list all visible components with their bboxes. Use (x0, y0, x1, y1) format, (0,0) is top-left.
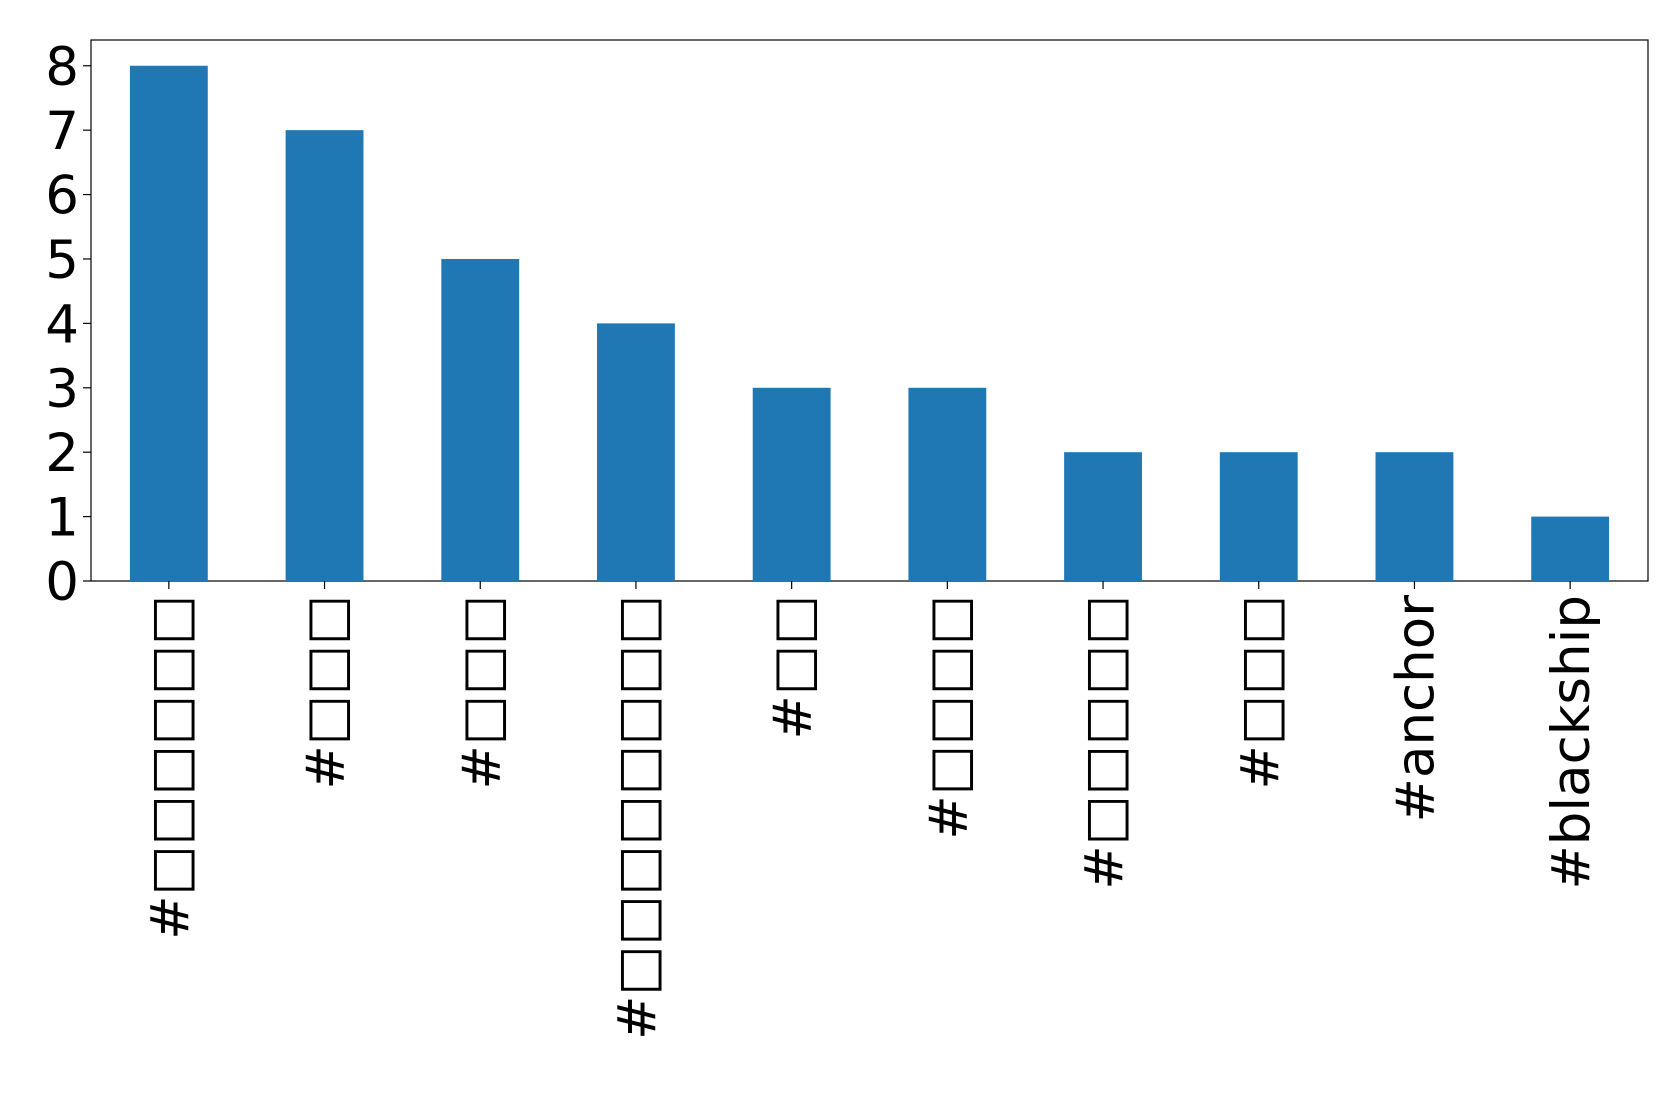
bar (129, 65, 208, 581)
y-tick-label: 1 (45, 488, 79, 549)
x-tick-label: #anchor (1385, 595, 1446, 823)
bar (597, 323, 675, 581)
y-tick-label: 6 (45, 166, 79, 227)
x-tick-label: #□□□ (1230, 595, 1291, 790)
bar (1531, 516, 1610, 581)
y-tick-label: 5 (45, 230, 79, 291)
x-tick-label: #□□ (763, 595, 824, 740)
y-tick-label: 4 (45, 294, 79, 355)
bar (1219, 452, 1298, 581)
x-tick-label: #□□□ (451, 595, 512, 790)
x-tick-label: #□□□□□□ (140, 595, 201, 940)
bar (1375, 452, 1454, 581)
y-tick-label: 0 (45, 552, 79, 613)
bar (1064, 452, 1142, 581)
y-tick-label: 7 (45, 101, 79, 162)
bar (441, 258, 520, 581)
bar (752, 387, 831, 581)
bar (908, 387, 987, 581)
y-tick-label: 2 (45, 423, 79, 484)
bar (285, 130, 364, 581)
x-tick-label: #□□□□ (918, 595, 979, 840)
x-tick-label: #□□□□□ (1074, 595, 1135, 890)
x-tick-label: #□□□ (296, 595, 357, 790)
plot-frame (90, 39, 1649, 582)
x-tick-label: #blackship (1541, 595, 1602, 890)
x-tick-label: #□□□□□□□□ (607, 595, 668, 1040)
y-tick-label: 8 (45, 37, 79, 98)
y-tick-label: 3 (45, 359, 79, 420)
